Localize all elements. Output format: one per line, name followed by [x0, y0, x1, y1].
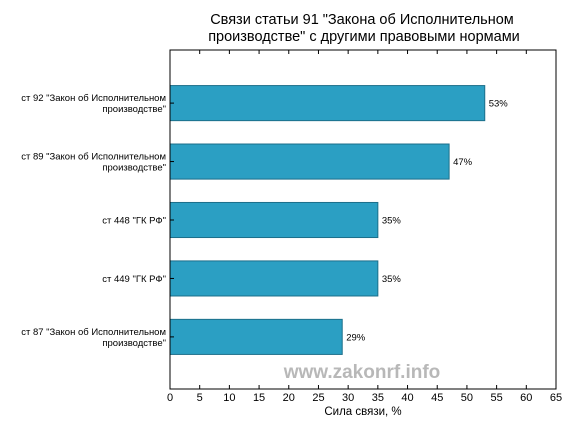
category-label-1: ст 89 "Закон об Исполнительном производст… [21, 152, 166, 174]
bar-4 [169, 318, 343, 355]
x-tick-label-13: 65 [550, 392, 562, 404]
category-label-3: ст 449 "ГК РФ" [102, 274, 166, 285]
category-label-1-line-0: ст 89 "Закон об Исполнительном [21, 152, 166, 163]
x-tick-label-0: 0 [167, 392, 173, 404]
x-tick-label-6: 30 [342, 392, 354, 404]
value-label-4: 29% [346, 332, 366, 343]
bars-group [169, 85, 486, 355]
chart-title-line-1: Связи статьи 91 "Закона об Исполнительно… [210, 12, 514, 28]
bar-3 [169, 260, 379, 297]
category-label-3-line-0: ст 449 "ГК РФ" [102, 274, 166, 285]
category-label-2-line-0: ст 448 "ГК РФ" [102, 216, 166, 227]
x-tick-label-12: 60 [520, 392, 532, 404]
value-label-2: 35% [382, 216, 402, 227]
x-tick-label-9: 45 [431, 392, 443, 404]
x-tick-label-10: 50 [461, 392, 473, 404]
x-axis-label: Сила связи, % [324, 406, 401, 418]
x-tick-label-5: 25 [312, 392, 324, 404]
bar-0 [169, 85, 486, 122]
x-tick-label-8: 40 [401, 392, 413, 404]
x-tick-label-2: 10 [223, 392, 235, 404]
category-label-4-line-1: производстве" [102, 338, 166, 349]
x-tick-label-11: 55 [490, 392, 502, 404]
chart-title: Связи статьи 91 "Закона об Исполнительно… [208, 12, 520, 45]
x-tick-label-4: 20 [283, 392, 295, 404]
bar-2 [169, 201, 379, 239]
category-label-0-line-1: производстве" [102, 104, 166, 115]
bar-1 [169, 143, 450, 180]
value-label-3: 35% [382, 274, 402, 285]
category-label-0-line-0: ст 92 "Закон об Исполнительном [21, 93, 166, 104]
x-tick-label-1: 5 [197, 392, 203, 404]
value-label-0: 53% [489, 99, 509, 110]
category-label-4-line-0: ст 87 "Закон об Исполнительном [21, 327, 166, 338]
value-labels-group: 53% 47% 35% 35% 29% [346, 99, 508, 344]
category-label-4: ст 87 "Закон об Исполнительном производст… [21, 327, 166, 349]
category-label-1-line-1: производстве" [102, 163, 166, 174]
watermark-text: www.zakonrf.info [283, 362, 441, 383]
x-tick-label-7: 35 [372, 392, 384, 404]
x-ticks-group: 0 5 10 15 20 25 30 35 40 45 50 55 60 65 [167, 50, 562, 404]
category-label-2: ст 448 "ГК РФ" [102, 216, 166, 227]
chart-title-line-2: производстве" с другими правовыми нормам… [208, 29, 520, 45]
category-label-0: ст 92 "Закон об Исполнительном производст… [21, 93, 166, 115]
x-tick-label-3: 15 [253, 392, 265, 404]
value-label-1: 47% [453, 157, 473, 168]
category-labels-group: ст 92 "Закон об Исполнительном производст… [21, 93, 166, 349]
